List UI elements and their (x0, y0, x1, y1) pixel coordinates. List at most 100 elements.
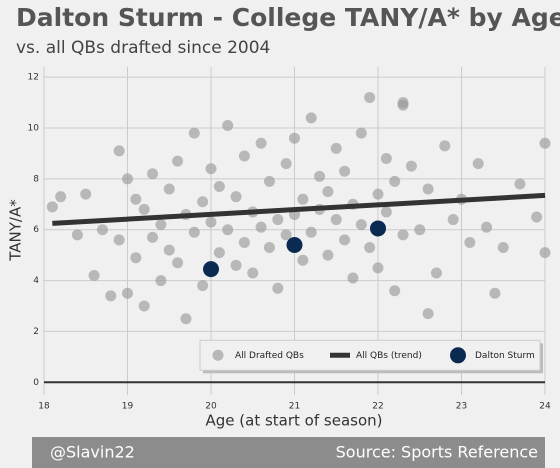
qb-point (497, 242, 509, 254)
footer-right: Source: Sports Reference (336, 443, 538, 462)
qb-point (422, 183, 434, 195)
player-point (203, 261, 219, 278)
qb-point (155, 219, 167, 231)
qb-point (372, 188, 384, 200)
legend: All Drafted QBs All QBs (trend) Dalton Stu… (199, 339, 543, 374)
qb-point (272, 214, 284, 226)
legend-label: Dalton Sturm (475, 351, 535, 361)
qb-point (105, 290, 117, 302)
x-tick-label: 18 (38, 402, 50, 412)
qb-point (263, 175, 275, 187)
qb-point (230, 191, 242, 203)
qb-point (172, 155, 184, 167)
footer-left: @Slavin22 (50, 443, 135, 462)
qb-point (314, 170, 326, 182)
qb-point (55, 191, 67, 203)
qb-point (163, 183, 175, 195)
qb-point (447, 214, 459, 226)
qb-point (380, 206, 392, 218)
qb-point (213, 181, 225, 193)
legend-label: All Drafted QBs (235, 351, 304, 361)
x-tick-label: 21 (289, 402, 300, 412)
qb-point (263, 242, 275, 254)
footer-bar (32, 437, 545, 468)
qb-point (96, 224, 108, 236)
trend-line (52, 192, 546, 226)
y-tick-label: 10 (28, 124, 40, 134)
player-point (286, 236, 303, 253)
qb-point (531, 211, 543, 223)
qb-point (539, 247, 551, 259)
qb-point (46, 201, 58, 213)
qb-point (238, 150, 250, 162)
qb-point (147, 168, 159, 180)
qb-point (222, 119, 234, 131)
qb-point (205, 216, 217, 228)
qb-point (255, 137, 267, 149)
qb-point (372, 262, 384, 274)
x-tick-label: 20 (205, 402, 217, 412)
qb-point (405, 160, 417, 172)
x-tick-label: 24 (539, 402, 551, 412)
qb-point (339, 234, 351, 246)
y-tick-label: 12 (28, 73, 39, 83)
qb-point (297, 193, 309, 205)
qb-point (414, 224, 426, 236)
qb-point (71, 229, 83, 241)
qb-point (238, 236, 250, 248)
qb-point (539, 137, 551, 149)
qb-point (172, 257, 184, 269)
qb-point (289, 132, 300, 144)
qb-point (113, 234, 125, 246)
y-axis-label: TANY/A* (7, 199, 25, 262)
y-tick-label: 4 (33, 276, 39, 286)
qb-point (130, 193, 142, 205)
x-tick-label: 19 (122, 402, 134, 412)
qb-point (305, 226, 317, 238)
qb-point (514, 178, 526, 190)
qb-point (222, 224, 234, 236)
qb-point (330, 214, 342, 226)
qb-point (130, 252, 142, 264)
y-tick-label: 8 (33, 174, 39, 184)
qb-point (397, 229, 409, 241)
qb-point (205, 163, 217, 175)
y-tick-label: 0 (33, 378, 39, 388)
qb-point (272, 282, 284, 294)
qb-point (247, 267, 259, 279)
qb-point (389, 175, 401, 187)
qb-point (389, 285, 401, 297)
y-tick-label: 6 (33, 225, 39, 235)
qb-point (364, 92, 376, 104)
qb-point (88, 269, 100, 281)
qb-point (364, 242, 376, 254)
qb-point (355, 219, 367, 231)
chart-title: Dalton Sturm - College TANY/A* by Age (16, 3, 560, 32)
legend-swatch (450, 347, 466, 364)
qb-point (255, 221, 267, 233)
qb-point (380, 153, 392, 165)
x-axis-label: Age (at start of season) (206, 412, 383, 430)
qb-point (322, 249, 334, 261)
qb-point (439, 140, 451, 152)
qb-point (280, 229, 292, 241)
qb-point (188, 127, 200, 139)
qb-point (80, 188, 92, 200)
chart-subtitle: vs. all QBs drafted since 2004 (16, 38, 270, 58)
x-tick-label: 23 (456, 402, 467, 412)
qb-point (155, 275, 167, 287)
legend-label: All QBs (trend) (356, 351, 422, 361)
qb-point (472, 158, 484, 170)
qb-point (355, 127, 367, 139)
qb-point (113, 145, 125, 157)
qb-point (322, 186, 334, 198)
qb-point (147, 231, 159, 243)
qb-point (122, 173, 133, 185)
qb-point (138, 203, 150, 215)
qb-point (280, 158, 292, 170)
qb-point (297, 254, 309, 266)
